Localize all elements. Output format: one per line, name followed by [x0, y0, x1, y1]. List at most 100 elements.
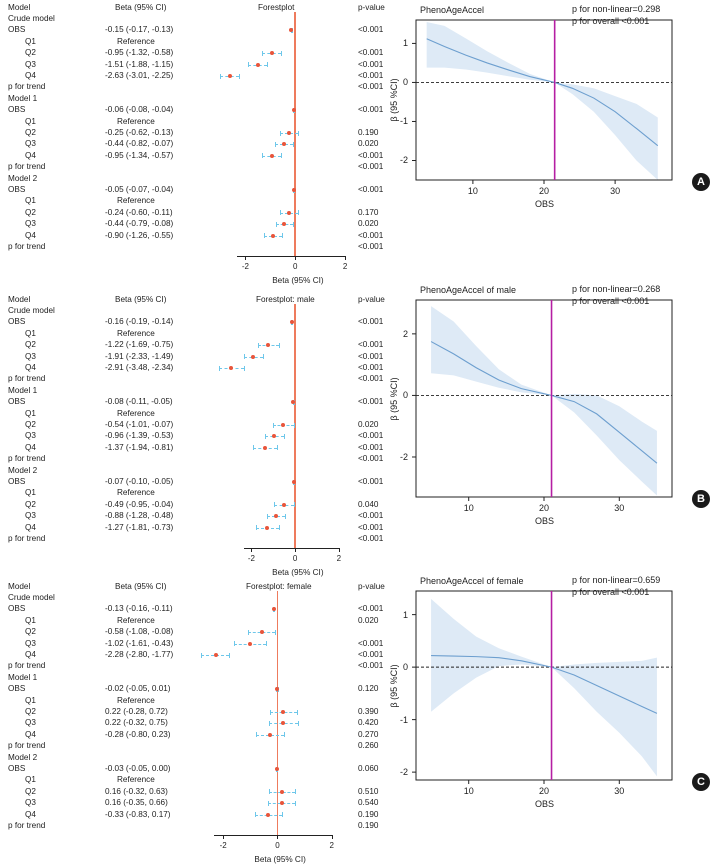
forest-ci-cap: [294, 789, 296, 795]
forest-estimate-point: [259, 630, 264, 635]
forest-row-p: <0.001: [358, 150, 384, 160]
rcs-y-tick-label: -2: [399, 451, 408, 462]
forest-row-p: <0.001: [358, 477, 384, 486]
forest-row-label: Q4: [25, 809, 36, 819]
forest-ci-cap: [274, 141, 276, 147]
forest-ci-cap: [255, 732, 257, 738]
rcs-y-tick-label: 0: [402, 77, 408, 88]
forest-ci-cap: [293, 141, 295, 147]
forest-row-beta: -0.28 (-0.80, 0.23): [105, 729, 171, 739]
forest-row-label: Model 2: [8, 752, 38, 762]
forest-row-beta: -1.37 (-1.94, -0.81): [105, 442, 174, 452]
forest-row-label: p for trend: [8, 162, 46, 172]
rcs-x-tick-label: 30: [614, 503, 625, 513]
forest-estimate-point: [287, 210, 292, 215]
forest-row-p: <0.001: [358, 454, 384, 464]
forest-row-beta: -1.02 (-1.61, -0.43): [105, 638, 174, 648]
rcs-y-tick-label: -2: [399, 767, 408, 778]
forest-x-tick-label: -2: [241, 262, 249, 271]
forest-row-p: <0.001: [358, 82, 384, 92]
forest-zero-line: [294, 12, 296, 256]
forest-ci-cap: [254, 812, 256, 818]
forest-x-tick: [223, 835, 225, 839]
forest-row-beta: -0.06 (-0.08, -0.04): [105, 105, 174, 115]
forest-row-label: Model 1: [8, 93, 38, 103]
forest-row-label: OBS: [8, 185, 26, 194]
forest-estimate-point: [263, 445, 268, 450]
forest-estimate-point: [266, 343, 271, 348]
forest-x-tick: [338, 548, 340, 552]
forest-row-beta: -1.91 (-2.33, -1.49): [105, 351, 174, 361]
forest-row-p: <0.001: [358, 604, 384, 614]
forest-row-label: p for trend: [8, 454, 46, 464]
forest-estimate-point: [282, 502, 287, 507]
forest-x-tick: [345, 256, 347, 260]
forest-row-p: <0.001: [358, 185, 384, 194]
forest-row-p: <0.001: [358, 230, 384, 240]
forest-estimate-point: [255, 62, 260, 67]
forest-row-beta: Reference: [117, 488, 155, 498]
forest-estimate-point: [265, 525, 270, 530]
forest-ci-cap: [283, 732, 285, 738]
rcs-ci-band: [431, 598, 657, 777]
forest-row-beta: -1.27 (-1.81, -0.73): [105, 522, 174, 532]
forest-row-label: OBS: [8, 764, 26, 773]
forest-ci-cap: [269, 709, 271, 715]
forest-row-beta: 0.16 (-0.32, 0.63): [105, 786, 168, 796]
forest-ci-cap: [265, 641, 267, 647]
forest-x-tick: [331, 835, 333, 839]
forest-row-p: <0.001: [358, 442, 384, 452]
forest-row-beta: -0.07 (-0.10, -0.05): [105, 477, 174, 486]
forest-ci-cap: [255, 525, 257, 531]
rcs-x-tick-label: 20: [538, 186, 550, 196]
forest-row-label: OBS: [8, 477, 26, 486]
forest-estimate-point: [279, 789, 284, 794]
forest-row-p: <0.001: [358, 71, 384, 80]
forest-estimate-point: [272, 434, 277, 439]
forest-x-tick: [277, 835, 279, 839]
forest-row-label: p for trend: [8, 661, 46, 671]
forest-row-p: <0.001: [358, 650, 384, 659]
forest-ci-cap: [293, 422, 295, 428]
forest-row-label: OBS: [8, 604, 26, 614]
forest-row-label: Q2: [25, 128, 36, 137]
forest-row-label: Model 1: [8, 385, 38, 395]
forest-row-beta: 0.22 (-0.28, 0.72): [105, 707, 168, 716]
forest-x-tick-label: 2: [336, 554, 342, 563]
forest-x-tick-label: 2: [329, 841, 334, 850]
forest-ci-cap: [268, 720, 270, 726]
forest-row-p: <0.001: [358, 661, 384, 671]
forest-row-label: Q2: [25, 786, 36, 796]
forest-row-beta: -0.33 (-0.83, 0.17): [105, 809, 171, 819]
forest-row-beta: -0.88 (-1.28, -0.48): [105, 511, 174, 521]
forest-row-label: p for trend: [8, 242, 46, 251]
forest-estimate-point: [279, 801, 284, 806]
rcs-y-tick-label: 1: [402, 609, 408, 620]
forest-row-label: p for trend: [8, 534, 46, 543]
forest-row-label: Crude model: [8, 306, 55, 315]
rcs-x-tick-label: 10: [463, 503, 474, 513]
forest-estimate-point: [269, 51, 274, 56]
forest-header-beta: Beta (95% CI): [115, 582, 167, 591]
forest-row-beta: -2.28 (-2.80, -1.77): [105, 650, 174, 659]
forest-estimate-point: [286, 131, 291, 135]
rcs-y-tick-label: 2: [402, 328, 408, 339]
forest-row-p: <0.001: [358, 317, 384, 327]
forest-row-label: Q2: [25, 499, 36, 509]
forest-row-label: OBS: [8, 684, 26, 694]
forest-row-label: Q1: [25, 615, 36, 625]
forest-ci-cap: [297, 210, 299, 216]
forest-estimate-point: [291, 108, 296, 113]
forest-ci-cap: [262, 50, 264, 56]
forest-estimate-point: [274, 687, 279, 692]
forest-estimate-point: [291, 480, 296, 484]
forest-ci-cap: [274, 502, 276, 508]
rcs-x-tick-label: 30: [610, 186, 621, 196]
forest-ci-cap: [279, 525, 281, 531]
forest-estimate-point: [247, 641, 252, 646]
forest-estimate-point: [281, 423, 286, 427]
rcs-ci-band: [431, 306, 657, 496]
forest-row-p: <0.001: [358, 363, 384, 372]
rcs-x-tick-label: 10: [463, 786, 474, 796]
